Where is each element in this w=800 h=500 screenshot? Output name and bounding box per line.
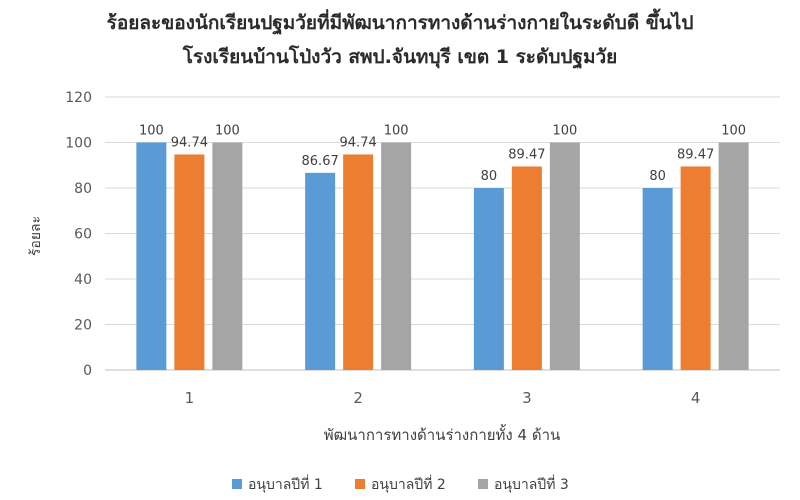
bar [381,142,412,370]
data-label: 100 [384,124,409,139]
x-axis: 1 2 3 4 [185,389,701,407]
bar [718,142,749,370]
y-tick-label: 60 [74,227,92,243]
chart-subtitle: โรงเรียนบ้านโป่งวัว สพป.จันทบุรี เขต 1 ร… [182,46,618,68]
bar [473,188,504,370]
bar [136,142,167,370]
bars [136,142,749,370]
bar [343,154,374,370]
y-tick-label: 80 [74,181,92,197]
x-axis-label: พัฒนาการทางด้านร่างกายทั้ง 4 ด้าน [324,424,561,444]
data-label: 89.47 [508,147,545,162]
y-tick-label: 40 [74,272,92,288]
y-axis-label: ร้อยละ [28,216,44,256]
y-tick-label: 0 [83,363,92,379]
bar [511,166,542,370]
legend-swatch [355,479,365,489]
x-tick-label: 1 [185,389,195,407]
bar [680,166,711,370]
legend-swatch [478,479,488,489]
data-label: 86.67 [302,154,339,169]
y-tick-label: 20 [74,318,92,334]
legend-label: อนุบาลปีที่ 1 [248,475,323,493]
legend: อนุบาลปีที่ 1 อนุบาลปีที่ 2 อนุบาลปีที่ 3 [232,475,569,493]
y-tick-label: 120 [65,90,92,106]
data-label: 100 [215,124,240,139]
data-label: 100 [139,124,164,139]
legend-label: อนุบาลปีที่ 2 [371,475,446,493]
legend-label: อนุบาลปีที่ 3 [494,475,569,493]
x-tick-label: 4 [691,389,701,407]
y-tick-label: 100 [65,136,92,152]
bar [549,142,580,370]
data-label: 100 [552,124,577,139]
y-axis: 0 20 40 60 80 100 120 [65,90,92,379]
bar [212,142,243,370]
data-labels: 10094.7410086.6794.741008089.471008089.4… [139,124,746,185]
bar [174,154,205,370]
chart-title: ร้อยละของนักเรียนปฐมวัยที่มีพัฒนาการทางด… [106,12,694,34]
data-label: 94.74 [340,135,377,150]
data-label: 89.47 [677,147,714,162]
data-label: 80 [649,169,666,184]
x-tick-label: 2 [353,389,363,407]
bar [305,172,336,370]
bar [642,188,673,370]
data-label: 80 [481,169,498,184]
data-label: 94.74 [171,135,208,150]
data-label: 100 [721,124,746,139]
x-tick-label: 3 [522,389,532,407]
legend-swatch [232,479,242,489]
